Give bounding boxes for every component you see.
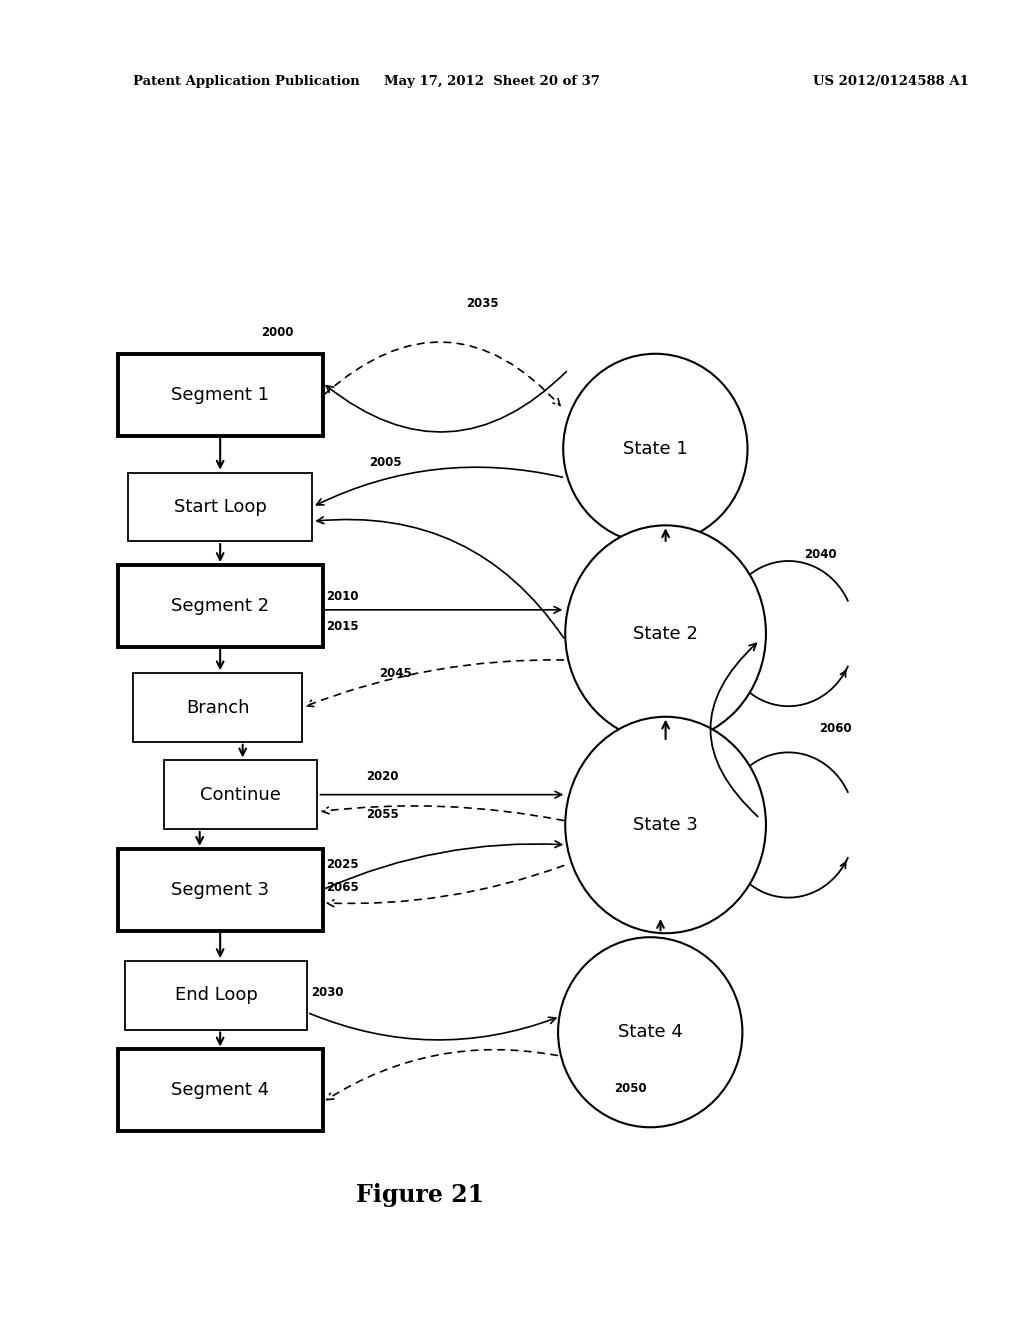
FancyBboxPatch shape xyxy=(118,1049,323,1131)
Text: 2060: 2060 xyxy=(819,722,852,735)
Text: State 2: State 2 xyxy=(633,624,698,643)
Text: 2005: 2005 xyxy=(369,455,401,469)
Text: Start Loop: Start Loop xyxy=(174,498,266,516)
Text: 2035: 2035 xyxy=(466,297,499,310)
Text: Segment 4: Segment 4 xyxy=(171,1081,269,1100)
FancyBboxPatch shape xyxy=(128,473,312,541)
Text: May 17, 2012  Sheet 20 of 37: May 17, 2012 Sheet 20 of 37 xyxy=(384,75,599,88)
Text: 2045: 2045 xyxy=(379,667,412,680)
FancyBboxPatch shape xyxy=(118,354,323,436)
Ellipse shape xyxy=(565,717,766,933)
Text: Figure 21: Figure 21 xyxy=(355,1183,484,1206)
FancyBboxPatch shape xyxy=(164,760,317,829)
Text: 2065: 2065 xyxy=(326,880,358,894)
Text: Continue: Continue xyxy=(201,785,281,804)
Text: Segment 2: Segment 2 xyxy=(171,597,269,615)
Text: 2010: 2010 xyxy=(326,590,358,603)
FancyBboxPatch shape xyxy=(125,961,307,1030)
FancyBboxPatch shape xyxy=(133,673,302,742)
Text: End Loop: End Loop xyxy=(175,986,257,1005)
Text: 2025: 2025 xyxy=(326,858,358,871)
Text: State 3: State 3 xyxy=(633,816,698,834)
Text: State 1: State 1 xyxy=(623,440,688,458)
Text: Branch: Branch xyxy=(185,698,250,717)
Ellipse shape xyxy=(565,525,766,742)
Text: 2030: 2030 xyxy=(311,986,344,999)
Text: 2050: 2050 xyxy=(614,1082,647,1096)
Text: 2055: 2055 xyxy=(367,808,399,821)
Ellipse shape xyxy=(558,937,742,1127)
Text: 2015: 2015 xyxy=(326,620,358,634)
Text: Segment 1: Segment 1 xyxy=(171,385,269,404)
FancyBboxPatch shape xyxy=(118,565,323,647)
Ellipse shape xyxy=(563,354,748,544)
Text: Patent Application Publication: Patent Application Publication xyxy=(133,75,359,88)
Text: 2000: 2000 xyxy=(261,326,294,339)
Text: Segment 3: Segment 3 xyxy=(171,880,269,899)
Text: 2020: 2020 xyxy=(367,770,399,783)
FancyBboxPatch shape xyxy=(118,849,323,931)
Text: 2040: 2040 xyxy=(804,548,837,561)
Text: State 4: State 4 xyxy=(617,1023,683,1041)
Text: US 2012/0124588 A1: US 2012/0124588 A1 xyxy=(813,75,969,88)
